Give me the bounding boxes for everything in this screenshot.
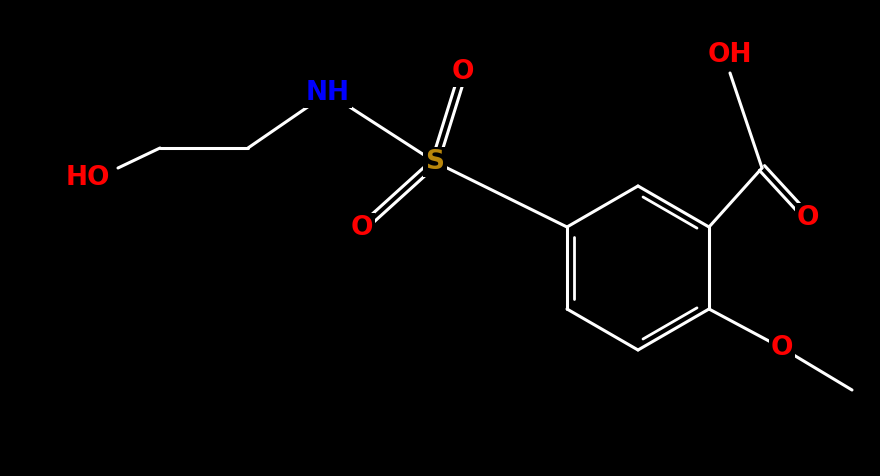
Text: O: O [351,215,373,241]
Text: O: O [771,335,793,361]
Text: OH: OH [708,42,752,68]
Text: O: O [796,205,819,231]
Text: S: S [426,149,444,175]
Text: NH: NH [306,80,350,106]
Text: O: O [451,59,474,85]
Text: HO: HO [66,165,110,191]
